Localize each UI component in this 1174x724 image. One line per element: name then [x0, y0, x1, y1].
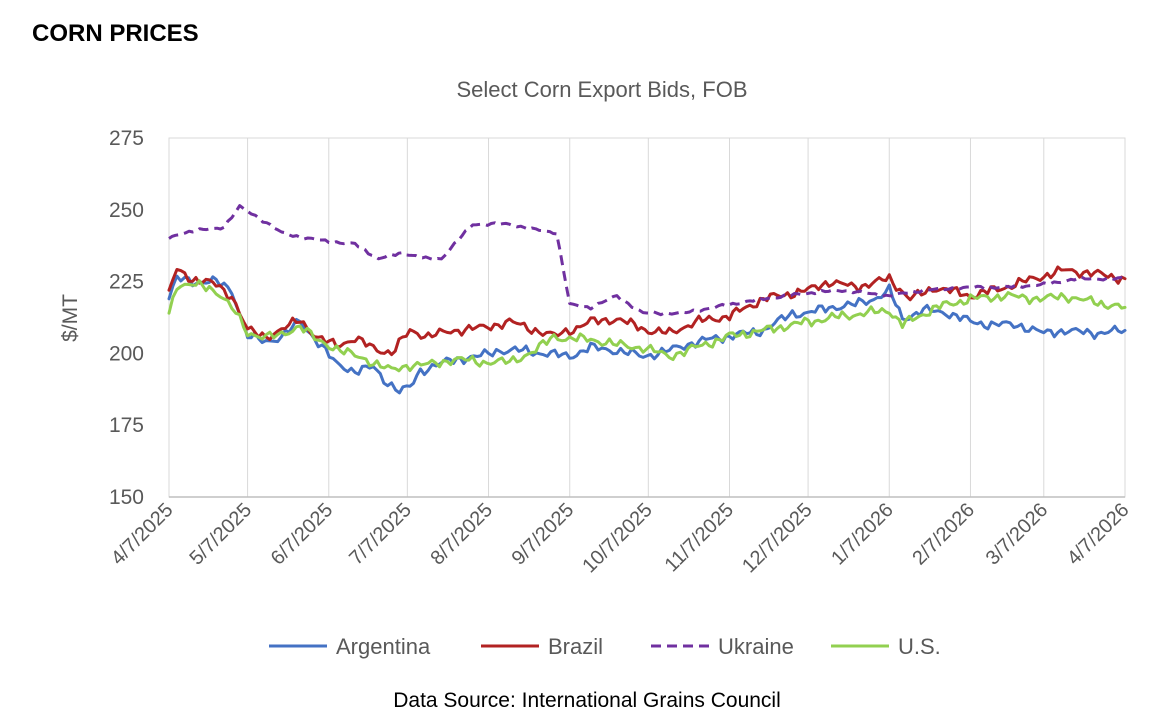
x-tick-label: 7/7/2025	[345, 499, 416, 570]
series-line-brazil	[167, 265, 1127, 357]
gridlines	[168, 137, 1126, 498]
data-source-note: Data Source: International Grains Counci…	[393, 689, 781, 712]
x-tick-label: 1/7/2026	[827, 499, 898, 570]
y-axis-label: $/MT	[59, 294, 82, 342]
series-line-argentina	[167, 274, 1127, 395]
x-tick-label: 10/7/2025	[578, 499, 656, 577]
x-tick-label: 4/7/2025	[107, 499, 178, 570]
line-chart: Select Corn Export Bids, FOB 4/7/2025 5/7…	[59, 77, 1134, 659]
x-tick-label: 4/7/2026	[1063, 499, 1134, 570]
x-tick-label: 8/7/2025	[426, 499, 497, 570]
x-tick-label: 5/7/2025	[185, 499, 256, 570]
x-tick-label: 3/7/2026	[982, 499, 1053, 570]
y-tick-label: 250	[109, 199, 144, 222]
y-tick-label: 150	[109, 486, 144, 509]
legend-label: Brazil	[548, 634, 603, 659]
x-tick-label: 6/7/2025	[267, 499, 338, 570]
y-tick-label: 200	[109, 342, 144, 365]
series-lines	[167, 204, 1127, 395]
legend-label: U.S.	[898, 634, 941, 659]
chart-title: Select Corn Export Bids, FOB	[457, 77, 748, 102]
legend-label: Argentina	[336, 634, 431, 659]
axes: 4/7/2025 5/7/2025 6/7/2025 7/7/2025 8/7/2025…	[107, 127, 1134, 577]
plot-area	[168, 137, 1126, 498]
series-line-ukraine	[168, 204, 1126, 317]
page-title: CORN PRICES	[32, 20, 199, 47]
legend: Argentina Brazil Ukraine U.S.	[269, 634, 941, 659]
y-tick-label: 225	[109, 271, 144, 294]
x-tick-label: 9/7/2025	[508, 499, 579, 570]
y-tick-label: 275	[109, 127, 144, 150]
y-tick-label: 175	[109, 414, 144, 437]
x-tick-label: 11/7/2025	[661, 499, 738, 576]
x-tick-label: 12/7/2025	[738, 499, 816, 577]
legend-label: Ukraine	[718, 634, 794, 659]
series-line-us	[167, 279, 1127, 373]
x-tick-label: 2/7/2026	[908, 499, 979, 570]
